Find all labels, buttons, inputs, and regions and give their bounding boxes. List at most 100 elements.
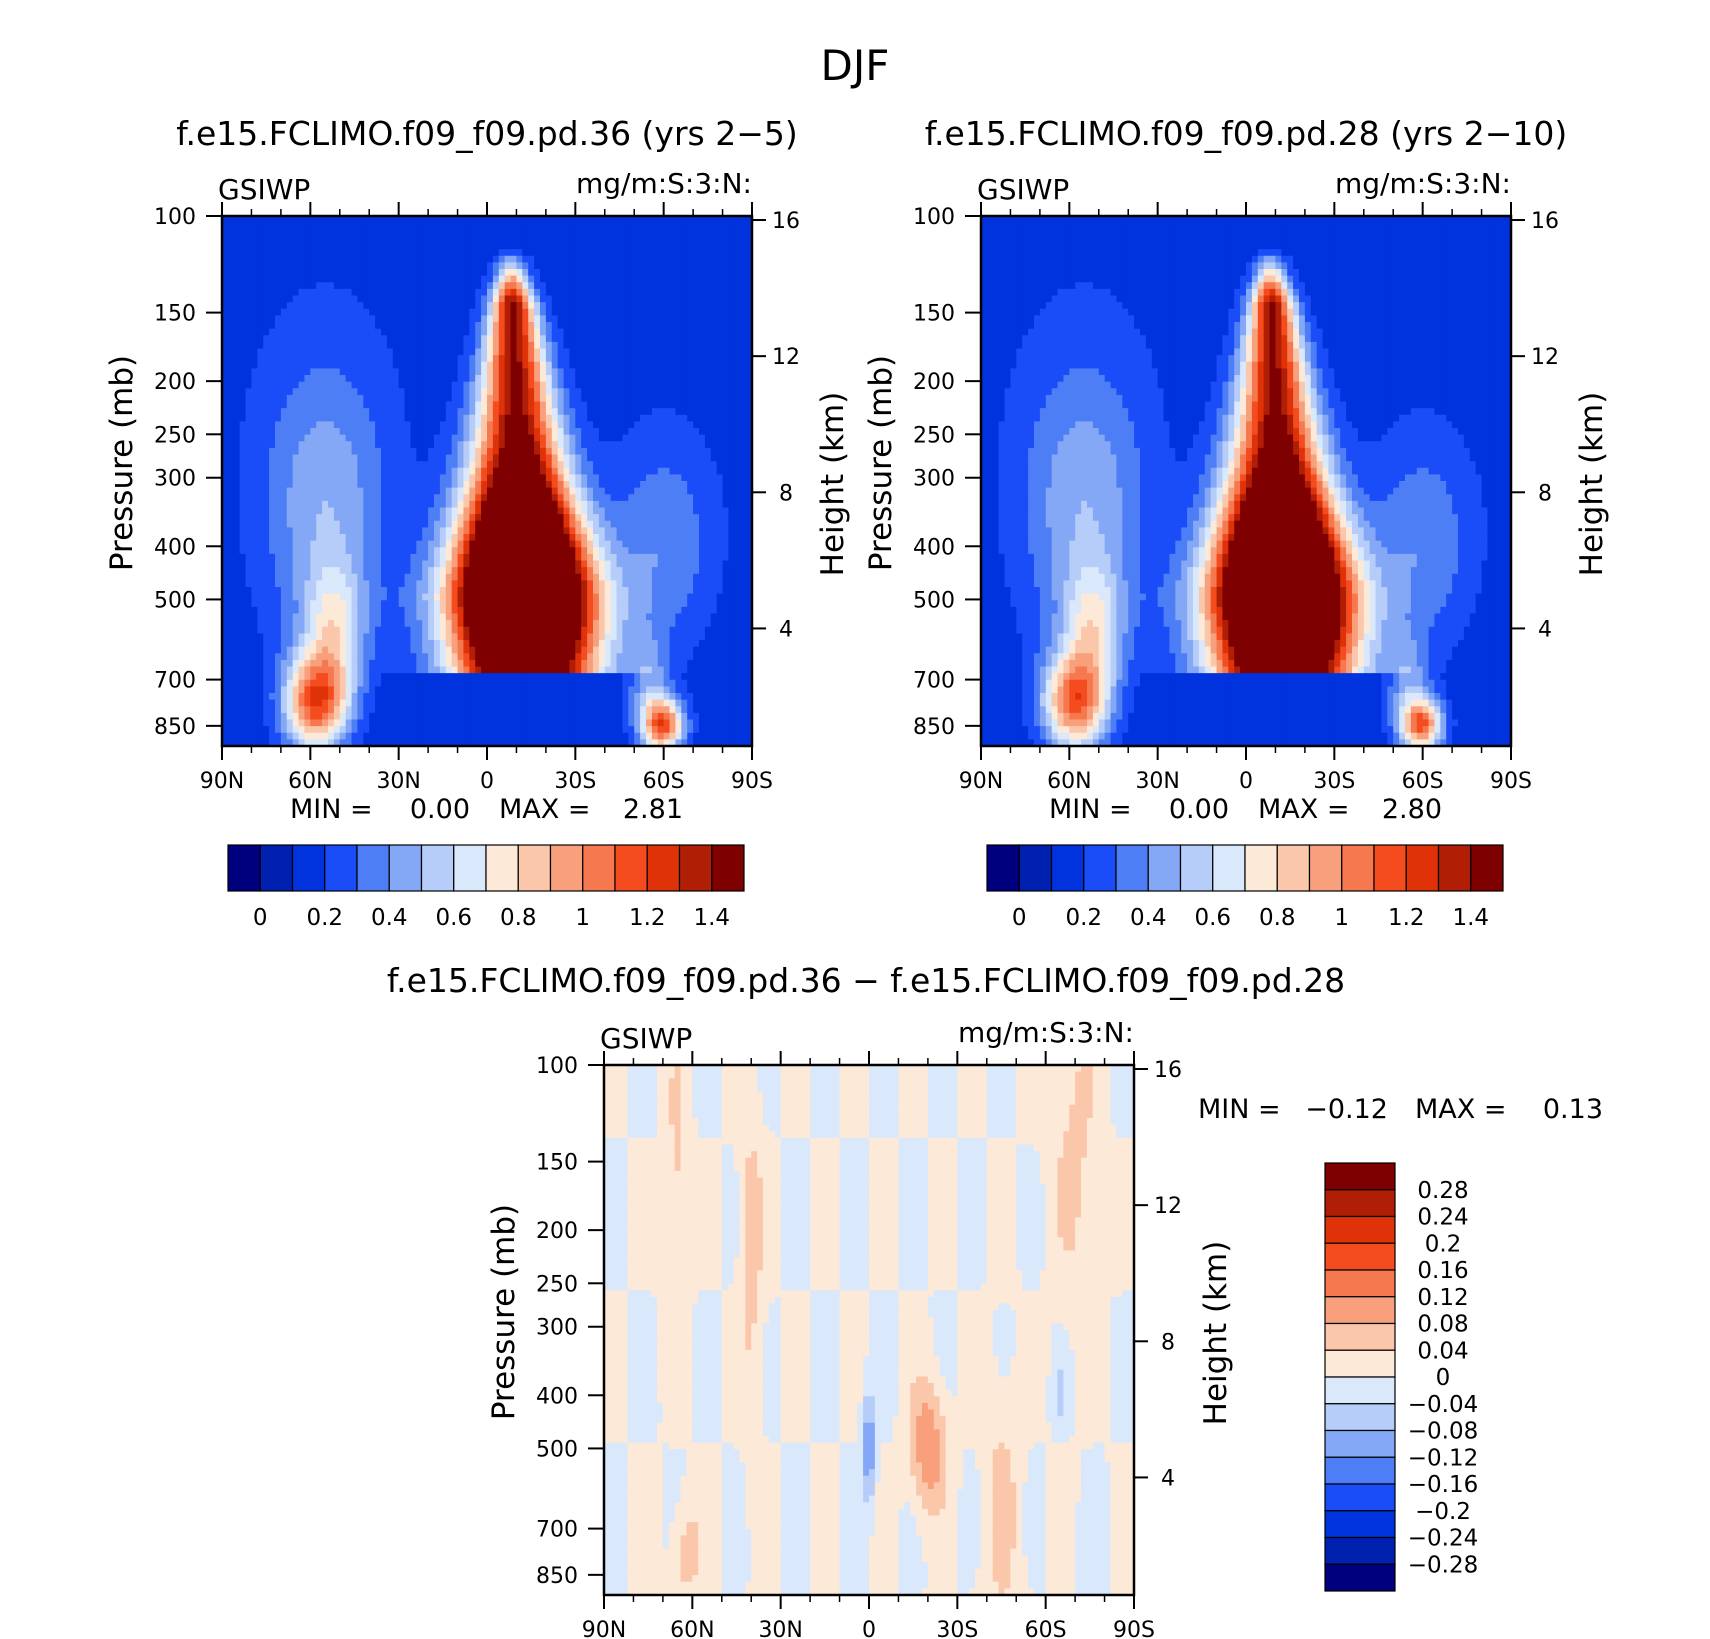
panel-a-cell	[381, 726, 387, 733]
panel-a-cell	[481, 653, 487, 660]
panel-a-cell	[505, 355, 511, 362]
panel-a-cell	[281, 362, 287, 369]
panel-a-cell	[234, 395, 240, 402]
panel-a-cell	[346, 342, 352, 349]
panel-a-cell	[581, 667, 587, 674]
panel-a-cell	[534, 640, 540, 647]
panel-a-cell	[263, 501, 269, 508]
panel-a-cell	[546, 527, 552, 534]
panel-a-cell	[493, 461, 499, 468]
panel-a-cell	[328, 474, 334, 481]
panel-a-cell	[446, 673, 452, 680]
panel-a-cell	[540, 315, 546, 322]
panel-a-cell	[293, 349, 299, 356]
panel-a-cell	[369, 527, 375, 534]
panel-a-cell	[246, 501, 252, 508]
panel-a-cell	[299, 269, 305, 276]
panel-a-cell	[287, 329, 293, 336]
panel-a-cell	[405, 686, 411, 693]
panel-a-cell	[452, 223, 458, 230]
panel-a-cell	[528, 508, 534, 515]
panel-a-cell	[481, 680, 487, 687]
panel-a-cell	[310, 474, 316, 481]
panel-a-cell	[452, 541, 458, 548]
panel-a-cell	[422, 600, 428, 607]
panel-a-cell	[363, 686, 369, 693]
panel-a-cell	[399, 402, 405, 409]
panel-a-cell	[516, 362, 522, 369]
panel-a-cell	[381, 243, 387, 250]
panel-a-cell	[452, 733, 458, 740]
panel-a-cell	[281, 315, 287, 322]
panel-a-cell	[416, 408, 422, 415]
panel-a-cell	[299, 455, 305, 462]
panel-a-cell	[452, 700, 458, 707]
panel-a-cell	[546, 329, 552, 336]
panel-a-cell	[328, 282, 334, 289]
panel-a-cell	[416, 229, 422, 236]
panel-a-cell	[375, 289, 381, 296]
panel-a-cell	[516, 481, 522, 488]
panel-a-cell	[564, 700, 570, 707]
panel-a-cell	[316, 680, 322, 687]
panel-a-cell	[416, 481, 422, 488]
panel-a-cell	[440, 249, 446, 256]
panel-a-cell	[293, 448, 299, 455]
panel-a-cell	[381, 686, 387, 693]
panel-a-cell	[322, 633, 328, 640]
panel-a-cell	[234, 461, 240, 468]
panel-a-cell	[346, 587, 352, 594]
panel-a-cell	[246, 600, 252, 607]
panel-a-cell	[234, 362, 240, 369]
panel-a-cell	[363, 329, 369, 336]
panel-a-cell	[228, 514, 234, 521]
panel-a-cell	[228, 627, 234, 634]
panel-a-cell	[475, 733, 481, 740]
panel-a-cell	[569, 395, 575, 402]
panel-a-cell	[334, 673, 340, 680]
panel-a-cell	[287, 415, 293, 422]
panel-a-cell	[569, 229, 575, 236]
panel-a-cell	[452, 395, 458, 402]
panel-a-cell	[275, 415, 281, 422]
panel-a-cell	[405, 249, 411, 256]
panel-a-cell	[575, 607, 581, 614]
panel-a-cell	[299, 614, 305, 621]
panel-a-cell	[352, 488, 358, 495]
panel-a-cell	[352, 534, 358, 541]
panel-a-cell	[540, 435, 546, 442]
panel-a-cell	[257, 667, 263, 674]
panel-a-cell	[422, 653, 428, 660]
panel-a-cell	[446, 554, 452, 561]
panel-a-cell	[493, 349, 499, 356]
panel-a-cell	[240, 713, 246, 720]
panel-a-cell	[422, 494, 428, 501]
panel-a-cell	[564, 554, 570, 561]
panel-a-cell	[422, 415, 428, 422]
panel-a-cell	[564, 720, 570, 727]
panel-a-cell	[487, 488, 493, 495]
panel-a-cell	[493, 309, 499, 316]
panel-a-cell	[493, 276, 499, 283]
panel-a-cell	[310, 229, 316, 236]
panel-a-cell	[499, 375, 505, 382]
panel-a-cell	[463, 508, 469, 515]
panel-a-cell	[493, 296, 499, 303]
panel-a-cell	[328, 640, 334, 647]
panel-a-cell	[275, 362, 281, 369]
panel-a-cell	[481, 455, 487, 462]
panel-a-cell	[481, 686, 487, 693]
panel-a-cell	[387, 309, 393, 316]
panel-a-cell	[375, 276, 381, 283]
panel-a-cell	[293, 395, 299, 402]
panel-a-cell	[405, 620, 411, 627]
panel-a-cell	[534, 554, 540, 561]
panel-a-cell	[422, 647, 428, 654]
panel-a-cell	[287, 673, 293, 680]
panel-a-cell	[246, 554, 252, 561]
panel-a-cell	[399, 607, 405, 614]
panel-a-cell	[263, 521, 269, 528]
panel-a-cell	[316, 461, 322, 468]
panel-a-cell	[234, 620, 240, 627]
panel-a-cell	[434, 733, 440, 740]
